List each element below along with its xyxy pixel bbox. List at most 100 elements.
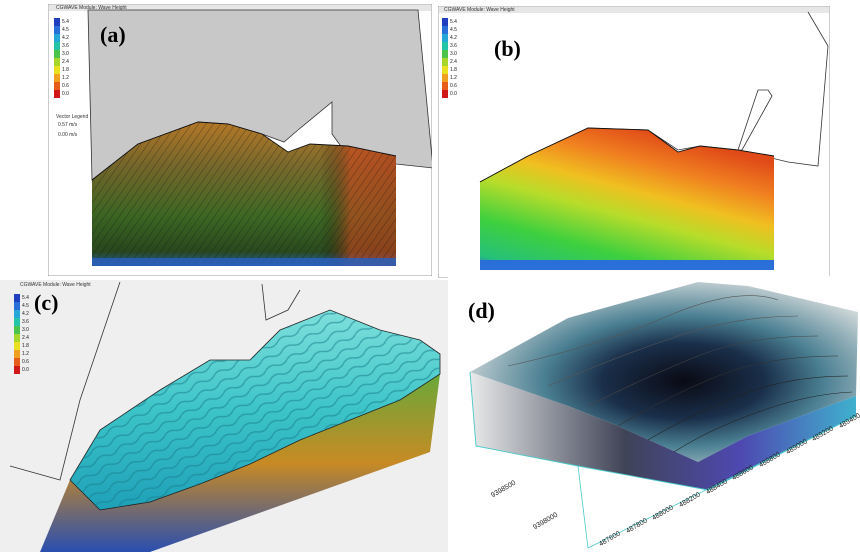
legend-value: 3.0 — [62, 51, 69, 57]
panel-d-terrain — [470, 282, 858, 462]
legend-swatch — [442, 82, 448, 90]
legend-value: 0.6 — [22, 359, 29, 365]
panel-b: 5.4 4.5 4.2 3.6 3.0 2.4 1.8 1.2 0.6 0.0 CGWAVE Mo… — [438, 6, 830, 278]
legend-entry: 3.6 — [54, 42, 69, 50]
panel-b-surface — [480, 128, 774, 270]
legend-value: 3.0 — [22, 327, 29, 333]
legend-entry: 3.0 — [54, 50, 69, 58]
legend-swatch — [442, 42, 448, 50]
panel-a: 5.4 4.5 4.2 3.6 3.0 2.4 1.8 1.2 0.6 0.0 CGWAVE Mo… — [48, 4, 432, 276]
legend-swatch — [14, 342, 20, 350]
panel-d-label: (d) — [468, 298, 495, 323]
legend-value: 5.4 — [450, 19, 457, 25]
panel-d-figure — [448, 276, 860, 552]
legend-entry: 1.2 — [54, 74, 69, 82]
legend-entry: 2.4 — [442, 58, 457, 66]
panel-c-header: CGWAVE Module: Wave Height — [20, 282, 91, 288]
legend-swatch — [442, 18, 448, 26]
legend-value: 0.6 — [62, 83, 69, 89]
legend-swatch — [54, 90, 60, 98]
legend-swatch — [54, 18, 60, 26]
legend-entry: 4.5 — [54, 26, 69, 34]
legend-value: 3.6 — [62, 43, 69, 49]
legend-value: 0.0 — [62, 91, 69, 97]
legend-entry: 4.2 — [54, 34, 69, 42]
legend-value: 3.6 — [22, 319, 29, 325]
legend-entry: 3.0 — [14, 326, 29, 334]
legend-swatch — [442, 26, 448, 34]
panel-d: (d) 9398500 9398000 487600 487800 488000 48… — [448, 276, 860, 552]
legend-swatch — [14, 334, 20, 342]
legend-swatch — [54, 42, 60, 50]
legend-value: 2.4 — [62, 59, 69, 65]
legend-swatch — [14, 310, 20, 318]
legend-value: 5.4 — [22, 295, 29, 301]
vector-legend-title: Vector Legend — [56, 114, 89, 120]
legend-entry: 0.0 — [14, 366, 29, 374]
legend-swatch — [14, 358, 20, 366]
legend-entry: 3.0 — [442, 50, 457, 58]
legend-swatch — [54, 66, 60, 74]
legend-swatch — [14, 326, 20, 334]
legend-swatch — [442, 74, 448, 82]
legend-entry: 0.6 — [442, 82, 457, 90]
legend-entry: 4.2 — [14, 310, 29, 318]
legend-value: 4.5 — [62, 27, 69, 33]
legend-value: 1.2 — [450, 75, 457, 81]
legend-value: 1.2 — [22, 351, 29, 357]
legend-entry: 5.4 — [14, 294, 29, 302]
panel-b-figure — [438, 6, 830, 278]
legend-value: 0.0 — [450, 91, 457, 97]
legend-entry: 1.2 — [14, 350, 29, 358]
legend-value: 3.6 — [450, 43, 457, 49]
legend-value: 1.8 — [22, 343, 29, 349]
legend-entry: 4.5 — [442, 26, 457, 34]
legend-entry: 5.4 — [54, 18, 69, 26]
panel-b-header: CGWAVE Module: Wave Height — [444, 7, 515, 13]
legend-swatch — [442, 90, 448, 98]
panel-c: 5.4 4.5 4.2 3.6 3.0 2.4 1.8 1.2 0.6 0.0 CGWAVE Mo… — [0, 280, 448, 552]
legend-entry: 1.8 — [14, 342, 29, 350]
legend-swatch — [54, 82, 60, 90]
panel-a-header: CGWAVE Module: Wave Height — [56, 5, 127, 11]
legend-entry: 0.6 — [54, 82, 69, 90]
legend-value: 4.5 — [22, 303, 29, 309]
panel-b-label: (b) — [494, 36, 521, 61]
wave-height-legend-a: 5.4 4.5 4.2 3.6 3.0 2.4 1.8 1.2 0.6 0.0 — [54, 18, 69, 98]
legend-entry: 3.6 — [442, 42, 457, 50]
legend-value: 1.8 — [62, 67, 69, 73]
legend-swatch — [442, 34, 448, 42]
legend-entry: 0.6 — [14, 358, 29, 366]
legend-entry: 2.4 — [14, 334, 29, 342]
legend-value: 3.0 — [450, 51, 457, 57]
legend-value: 1.8 — [450, 67, 457, 73]
wave-height-legend-c: 5.4 4.5 4.2 3.6 3.0 2.4 1.8 1.2 0.6 0.0 — [14, 294, 29, 374]
legend-swatch — [442, 66, 448, 74]
panel-a-figure — [48, 4, 432, 276]
legend-value: 4.2 — [62, 35, 69, 41]
legend-swatch — [14, 366, 20, 374]
panel-c-label: (c) — [34, 290, 59, 315]
legend-swatch — [54, 74, 60, 82]
legend-value: 4.2 — [450, 35, 457, 41]
legend-swatch — [54, 58, 60, 66]
legend-entry: 2.4 — [54, 58, 69, 66]
legend-swatch — [54, 34, 60, 42]
legend-value: 1.2 — [62, 75, 69, 81]
legend-entry: 1.2 — [442, 74, 457, 82]
legend-entry: 0.0 — [442, 90, 457, 98]
legend-entry: 5.4 — [442, 18, 457, 26]
legend-value: 5.4 — [62, 19, 69, 25]
legend-swatch — [442, 50, 448, 58]
legend-swatch — [14, 318, 20, 326]
wave-height-legend-b: 5.4 4.5 4.2 3.6 3.0 2.4 1.8 1.2 0.6 0.0 — [442, 18, 457, 98]
vector-legend-item-2: 0.00 m/s — [58, 132, 78, 138]
legend-swatch — [54, 26, 60, 34]
legend-swatch — [14, 350, 20, 358]
panel-a-label: (a) — [100, 22, 126, 47]
legend-entry: 1.8 — [54, 66, 69, 74]
legend-entry: 1.8 — [442, 66, 457, 74]
legend-swatch — [54, 50, 60, 58]
legend-value: 4.5 — [450, 27, 457, 33]
legend-value: 0.0 — [22, 367, 29, 373]
